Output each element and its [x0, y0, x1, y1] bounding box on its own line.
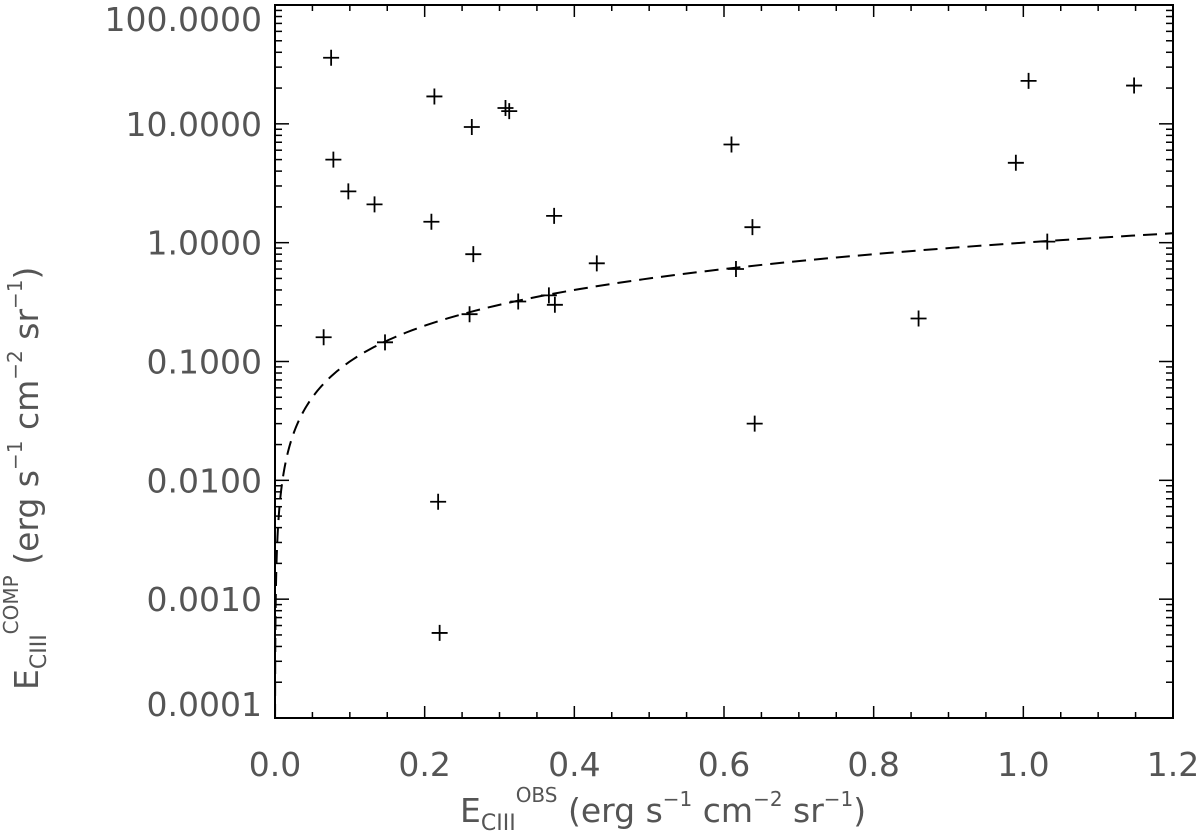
data-point-14 — [501, 103, 518, 120]
y-tick-label: 100.0000 — [105, 0, 262, 39]
x-tick-label: 0.0 — [249, 745, 301, 784]
data-point-9 — [431, 624, 448, 641]
data-point-6 — [426, 88, 443, 105]
x-axis-label-sup: OBS — [516, 783, 558, 807]
y-axis-label-u2: sr — [7, 309, 46, 351]
plot-frame — [274, 4, 1174, 719]
y-axis-label-u3: ) — [7, 267, 46, 280]
x-axis-label-u0: (erg s — [558, 791, 663, 830]
data-point-1 — [325, 151, 342, 168]
x-tick-label: 0.6 — [698, 745, 750, 784]
data-point-23 — [746, 415, 763, 432]
data-point-4 — [315, 329, 332, 346]
x-axis-label-u1: cm — [692, 791, 753, 830]
x-axis-tick-labels: 0.0 0.2 0.4 0.6 0.8 1.0 1.2 — [249, 745, 1199, 784]
x-axis-label-u2-sup: −1 — [824, 787, 853, 811]
x-axis-label-base: E — [460, 791, 481, 830]
data-point-16 — [546, 207, 563, 224]
data-point-12 — [461, 306, 478, 323]
data-point-18 — [546, 296, 563, 313]
x-axis-label-u0-sup: −1 — [663, 787, 692, 811]
data-point-3 — [366, 196, 383, 213]
data-point-24 — [910, 310, 927, 327]
data-point-7 — [423, 213, 440, 230]
data-point-11 — [465, 246, 482, 263]
y-axis-label-u0: (erg s — [7, 470, 46, 575]
data-point-21 — [727, 261, 744, 278]
y-tick-label: 0.0100 — [147, 461, 262, 500]
y-axis-label-sub: CIII — [27, 634, 52, 669]
x-tick-label: 0.4 — [548, 745, 600, 784]
y-axis-label-u2-sup: −1 — [3, 280, 27, 309]
y-axis-label-u1: cm — [7, 380, 46, 441]
x-axis-label-u2: sr — [783, 791, 825, 830]
x-tick-label: 1.2 — [1147, 745, 1199, 784]
data-points — [315, 49, 1143, 641]
x-axis-label-u1-sup: −2 — [753, 787, 782, 811]
reference-line — [274, 232, 1174, 719]
data-point-27 — [1039, 233, 1056, 250]
data-point-15 — [510, 293, 527, 310]
y-tick-label: 10.0000 — [126, 105, 262, 144]
data-point-0 — [323, 49, 340, 66]
data-point-10 — [463, 119, 480, 136]
data-point-17 — [540, 287, 557, 304]
x-axis-label-sub: CIII — [481, 811, 516, 836]
x-axis-label-u3: ) — [853, 791, 866, 830]
y-tick-label: 0.0010 — [147, 580, 262, 619]
y-tick-label: 0.1000 — [147, 343, 262, 382]
y-tick-label: 0.0001 — [147, 685, 262, 724]
data-point-20 — [723, 136, 740, 153]
x-axis-label: ECIIIOBS (erg s−1 cm−2 sr−1) — [460, 783, 866, 836]
data-point-13 — [497, 99, 514, 116]
x-tick-label: 1.0 — [997, 745, 1049, 784]
data-point-22 — [744, 219, 761, 236]
y-axis-label-u1-sup: −2 — [3, 350, 27, 379]
x-tick-label: 0.8 — [847, 745, 899, 784]
y-axis-label-base: E — [7, 669, 46, 690]
data-point-28 — [1126, 77, 1143, 94]
data-point-2 — [340, 183, 357, 200]
y-axis-label: ECIIICOMP (erg s−1 cm−2 sr−1) — [0, 267, 52, 690]
y-tick-label: 1.0000 — [147, 224, 262, 263]
data-point-26 — [1020, 72, 1037, 89]
y-axis-label-u0-sup: −1 — [3, 441, 27, 470]
x-tick-label: 0.2 — [398, 745, 450, 784]
y-axis-ticks — [275, 9, 1173, 719]
y-axis-label-sup: COMP — [0, 575, 23, 634]
x-axis-ticks — [274, 5, 1174, 718]
data-point-5 — [377, 334, 394, 351]
data-point-19 — [588, 255, 605, 272]
y-axis-tick-labels: 0.0001 0.0010 0.0100 0.1000 1.0000 10.0000 100… — [105, 0, 262, 724]
data-point-25 — [1007, 154, 1024, 171]
data-point-8 — [430, 493, 447, 510]
